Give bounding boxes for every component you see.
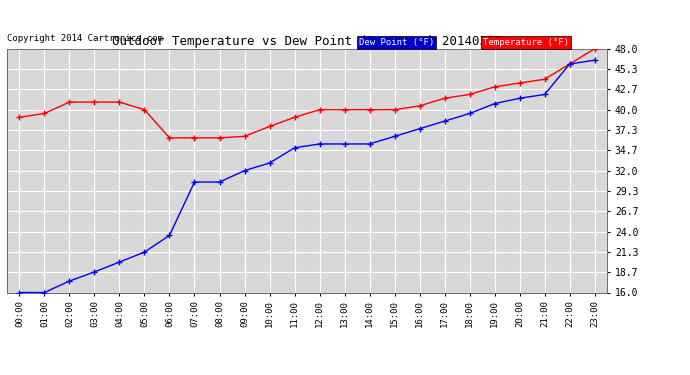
Text: Dew Point (°F): Dew Point (°F) [359,38,434,47]
Title: Outdoor Temperature vs Dew Point (24 Hours) 20140327: Outdoor Temperature vs Dew Point (24 Hou… [112,34,502,48]
Text: Temperature (°F): Temperature (°F) [483,38,569,47]
Text: Copyright 2014 Cartronics.com: Copyright 2014 Cartronics.com [7,34,163,43]
